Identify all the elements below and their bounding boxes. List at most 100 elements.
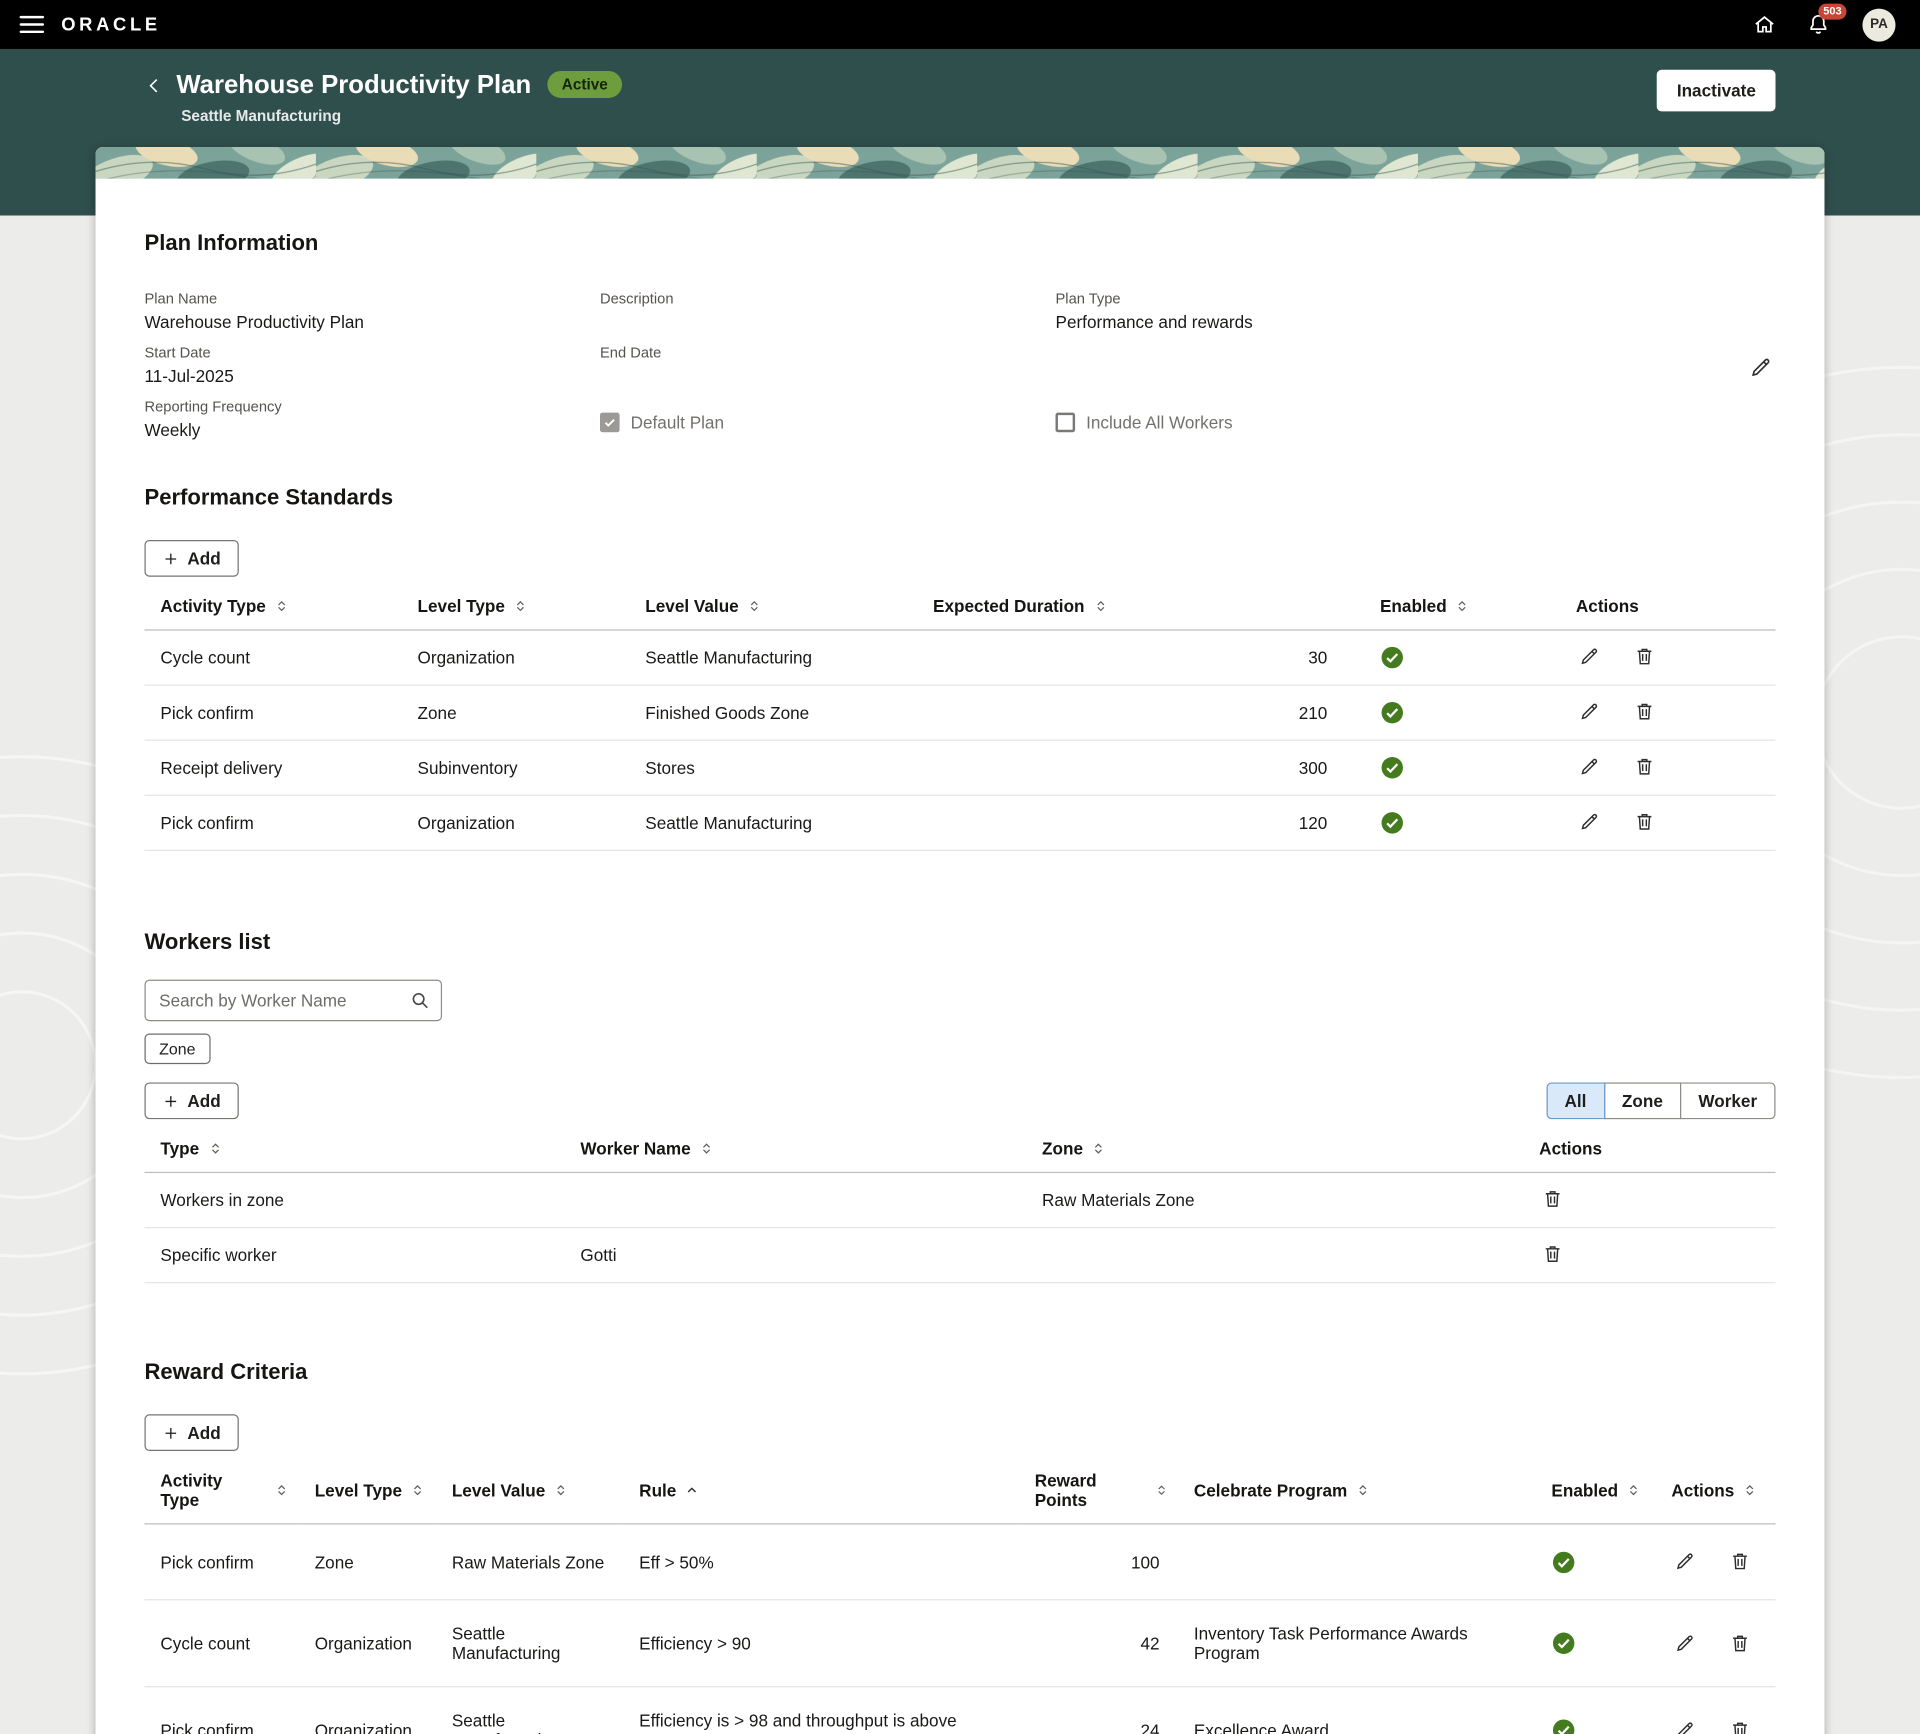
column-header-level-value[interactable]: Level Value bbox=[629, 588, 918, 631]
sort-icon[interactable] bbox=[411, 1483, 426, 1498]
worker-search-input[interactable] bbox=[144, 979, 443, 1022]
field-label: Plan Type bbox=[1055, 290, 1121, 308]
table-row: Pick confirm Zone Finished Goods Zone 21… bbox=[144, 685, 1776, 741]
level-type-cell: Organization bbox=[298, 1686, 436, 1734]
sort-icon[interactable] bbox=[747, 599, 762, 614]
edit-row-button[interactable] bbox=[1576, 808, 1603, 835]
field-start-date: Start Date 11-Jul-2025 bbox=[144, 344, 600, 387]
column-header-type[interactable]: Type bbox=[144, 1131, 565, 1174]
column-header-worker-name[interactable]: Worker Name bbox=[564, 1131, 1027, 1174]
column-header-level-type[interactable]: Level Type bbox=[298, 1463, 436, 1525]
view-toggle-zone[interactable]: Zone bbox=[1603, 1082, 1682, 1120]
oracle-logo[interactable]: ORACLE bbox=[61, 14, 161, 35]
field-value bbox=[600, 312, 1056, 333]
sort-icon[interactable] bbox=[1356, 1483, 1371, 1498]
delete-row-button[interactable] bbox=[1539, 1185, 1566, 1212]
actions-cell bbox=[1523, 1227, 1776, 1284]
activity-type-cell: Receipt delivery bbox=[144, 740, 402, 796]
sort-icon[interactable] bbox=[513, 599, 528, 614]
column-header-level-value[interactable]: Level Value bbox=[435, 1463, 624, 1525]
edit-row-button[interactable] bbox=[1671, 1716, 1698, 1734]
plan-information-section: Plan Information Plan Name Warehouse Pro… bbox=[144, 230, 1775, 441]
sort-icon[interactable] bbox=[274, 599, 289, 614]
view-toggle-worker[interactable]: Worker bbox=[1680, 1082, 1776, 1120]
notifications-button[interactable]: 503 bbox=[1806, 3, 1847, 36]
reward-points-cell: 24 bbox=[1018, 1686, 1178, 1734]
delete-row-button[interactable] bbox=[1631, 643, 1658, 670]
delete-row-button[interactable] bbox=[1726, 1629, 1753, 1656]
include-all-workers-checkbox[interactable]: Include All Workers bbox=[1055, 412, 1776, 433]
sort-ascending-icon[interactable] bbox=[685, 1483, 700, 1498]
sort-icon[interactable] bbox=[1092, 1141, 1107, 1156]
column-header-celebrate-program[interactable]: Celebrate Program bbox=[1177, 1463, 1536, 1525]
add-worker-button[interactable]: Add bbox=[144, 1082, 240, 1120]
edit-row-button[interactable] bbox=[1576, 643, 1603, 670]
level-type-cell: Organization bbox=[401, 795, 630, 852]
actions-cell bbox=[1559, 685, 1776, 741]
edit-row-button[interactable] bbox=[1671, 1629, 1698, 1656]
inactivate-button[interactable]: Inactivate bbox=[1657, 69, 1776, 112]
back-button[interactable] bbox=[144, 75, 164, 95]
search-icon[interactable] bbox=[409, 989, 431, 1011]
enabled-cell bbox=[1535, 1523, 1656, 1601]
enabled-check-icon bbox=[1551, 1550, 1575, 1574]
default-plan-checkbox[interactable]: Default Plan bbox=[599, 412, 1056, 433]
sort-icon[interactable] bbox=[699, 1141, 714, 1156]
delete-row-button[interactable] bbox=[1631, 698, 1658, 725]
actions-cell bbox=[1655, 1599, 1776, 1688]
field-value: Weekly bbox=[144, 419, 201, 440]
sort-icon[interactable] bbox=[554, 1483, 569, 1498]
level-value-cell: Raw Materials Zone bbox=[435, 1523, 624, 1601]
delete-row-button[interactable] bbox=[1726, 1716, 1753, 1734]
field-value: Performance and rewards bbox=[1055, 312, 1253, 332]
column-header-expected-duration[interactable]: Expected Duration bbox=[917, 588, 1365, 631]
enabled-check-icon bbox=[1380, 700, 1404, 724]
edit-row-button[interactable] bbox=[1576, 698, 1603, 725]
add-reward-criteria-button[interactable]: Add bbox=[144, 1414, 240, 1452]
zone-filter-chip[interactable]: Zone bbox=[144, 1033, 211, 1065]
avatar[interactable]: PA bbox=[1862, 7, 1896, 42]
edit-row-button[interactable] bbox=[1576, 753, 1603, 780]
view-toggle-all[interactable]: All bbox=[1546, 1082, 1605, 1120]
sort-icon[interactable] bbox=[1093, 599, 1108, 614]
type-cell: Workers in zone bbox=[144, 1172, 565, 1229]
column-header-level-type[interactable]: Level Type bbox=[401, 588, 630, 631]
column-header-rule[interactable]: Rule bbox=[623, 1463, 1019, 1525]
column-header-activity-type[interactable]: Activity Type bbox=[144, 588, 402, 631]
zone-cell bbox=[1026, 1227, 1524, 1284]
field-plan-type: Plan Type Performance and rewards bbox=[1056, 290, 1776, 333]
table-row: Cycle count Organization Seattle Manufac… bbox=[144, 629, 1776, 686]
menu-icon[interactable] bbox=[19, 15, 45, 34]
actions-cell bbox=[1559, 795, 1776, 852]
home-icon[interactable] bbox=[1752, 12, 1776, 36]
delete-row-button[interactable] bbox=[1726, 1548, 1753, 1575]
add-performance-standard-button[interactable]: Add bbox=[144, 539, 240, 577]
table-row: Pick confirm Zone Raw Materials Zone Eff… bbox=[144, 1523, 1776, 1601]
activity-type-cell: Cycle count bbox=[144, 629, 402, 686]
column-header-actions[interactable]: Actions bbox=[1655, 1463, 1776, 1525]
actions-cell bbox=[1559, 740, 1776, 796]
column-header-activity-type[interactable]: Activity Type bbox=[144, 1463, 299, 1525]
field-label: Start Date bbox=[144, 344, 211, 362]
column-header-enabled[interactable]: Enabled bbox=[1535, 1463, 1656, 1525]
expected-duration-cell: 300 bbox=[917, 740, 1365, 796]
column-header-zone[interactable]: Zone bbox=[1026, 1131, 1524, 1174]
enabled-cell bbox=[1364, 740, 1560, 796]
sort-icon[interactable] bbox=[274, 1483, 289, 1498]
sort-icon[interactable] bbox=[1627, 1483, 1642, 1498]
sort-icon[interactable] bbox=[1743, 1483, 1758, 1498]
edit-plan-button[interactable] bbox=[1746, 353, 1775, 382]
delete-row-button[interactable] bbox=[1539, 1240, 1566, 1267]
performance-standards-title: Performance Standards bbox=[144, 484, 394, 510]
sort-icon[interactable] bbox=[208, 1141, 223, 1156]
delete-row-button[interactable] bbox=[1631, 808, 1658, 835]
delete-row-button[interactable] bbox=[1631, 753, 1658, 780]
edit-row-button[interactable] bbox=[1671, 1548, 1698, 1575]
column-header-enabled[interactable]: Enabled bbox=[1364, 588, 1560, 631]
workers-list-title: Workers list bbox=[144, 929, 271, 954]
column-header-reward-points[interactable]: Reward Points bbox=[1018, 1463, 1178, 1525]
sort-icon[interactable] bbox=[1154, 1483, 1168, 1498]
reward-criteria-table: Activity Type Level Type Level Value Rul… bbox=[144, 1463, 1776, 1734]
sort-icon[interactable] bbox=[1455, 599, 1470, 614]
field-label: End Date bbox=[599, 344, 662, 362]
